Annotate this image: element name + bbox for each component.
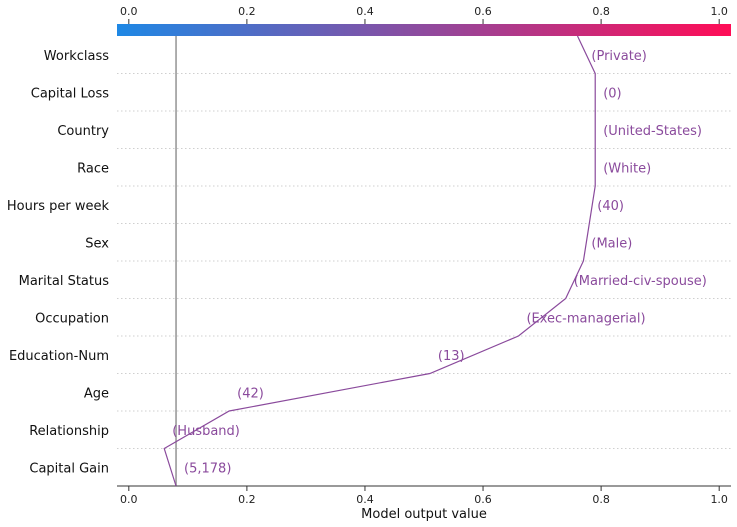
bottom-axis: 0.0 0.2 0.4 0.6 0.8 1.0	[117, 485, 731, 506]
feature-label: Marital Status	[19, 274, 110, 289]
feature-label: Education-Num	[9, 349, 109, 364]
x-tick-label: 0.4	[356, 493, 374, 506]
x-tick-label: 0.0	[120, 493, 138, 506]
feature-label: Occupation	[35, 311, 109, 326]
feature-value-label: (United-States)	[603, 124, 702, 139]
feature-label: Sex	[85, 236, 109, 251]
top-tick-label: 0.2	[238, 5, 256, 18]
x-tick-label: 0.8	[592, 493, 610, 506]
feature-value-label: (13)	[438, 349, 465, 364]
feature-value-label: (Husband)	[172, 424, 240, 439]
x-tick-label: 0.6	[474, 493, 492, 506]
feature-value-label: (Male)	[591, 236, 632, 251]
feature-value-labels: (Private) (0) (United-States) (White) (40) (M…	[172, 49, 707, 477]
feature-label: Capital Gain	[29, 461, 109, 476]
feature-value-label: (White)	[603, 161, 651, 176]
colorbar	[117, 24, 731, 36]
feature-label: Hours per week	[7, 199, 110, 214]
feature-value-label: (42)	[237, 386, 264, 401]
feature-value-label: (5,178)	[184, 461, 231, 476]
feature-label: Relationship	[29, 424, 109, 439]
feature-value-label: (Exec-managerial)	[526, 311, 645, 326]
feature-value-label: (40)	[597, 199, 624, 214]
feature-label: Country	[57, 124, 109, 139]
feature-labels: Workclass Capital Loss Country Race Hours pe…	[7, 49, 110, 477]
top-tick-label: 0.4	[356, 5, 374, 18]
feature-value-label: (Married-civ-spouse)	[574, 274, 707, 289]
decision-path	[163, 35, 596, 487]
top-axis-ticks: 0.0 0.2 0.4 0.6 0.8 1.0	[120, 5, 728, 24]
feature-label: Capital Loss	[31, 86, 109, 101]
top-tick-label: 0.6	[474, 5, 492, 18]
feature-label: Workclass	[44, 49, 109, 64]
top-tick-label: 0.0	[120, 5, 138, 18]
x-tick-label: 0.2	[238, 493, 256, 506]
decision-path-line	[163, 35, 596, 487]
feature-value-label: (0)	[603, 86, 621, 101]
top-tick-label: 0.8	[592, 5, 610, 18]
feature-label: Age	[84, 386, 109, 401]
top-tick-label: 1.0	[710, 5, 728, 18]
x-axis-title: Model output value	[361, 507, 487, 522]
feature-value-label: (Private)	[591, 49, 646, 64]
x-tick-label: 1.0	[710, 493, 728, 506]
feature-label: Race	[77, 161, 109, 176]
